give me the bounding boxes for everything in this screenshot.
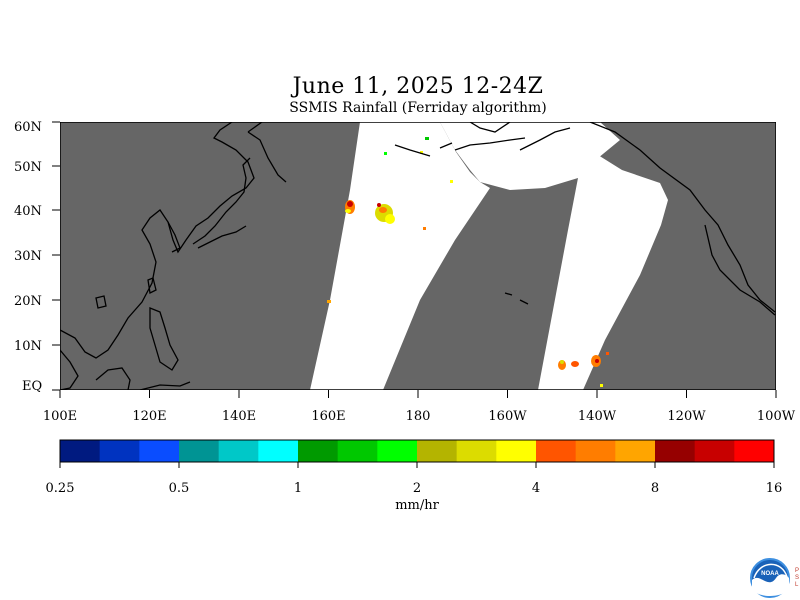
lat-tick-label: 50N [14,160,42,175]
coastline-japan [192,157,251,249]
colorbar-swatch [179,440,220,462]
coastline-alaska-peninsula [454,127,571,151]
no-data-swath-west [310,122,490,390]
lon-tick-label: 100W [757,409,796,424]
rain-patch [377,203,381,207]
lon-tick-label: 120W [667,409,706,424]
rain-patch [345,209,351,213]
colorbar-swatch [377,440,418,462]
no-data-swath-east [440,122,668,390]
coastline-korea [167,221,181,253]
colorbar-swatches [60,440,775,462]
coastline-hawaii [504,292,529,305]
colorbar-swatch [575,440,616,462]
coastlines [60,122,776,390]
colorbar-swatch [734,440,775,462]
rain-patch [423,227,426,230]
colorbar-swatch [655,440,696,462]
coastline-taiwan [147,277,157,294]
coastline-aleutians [394,142,453,157]
lon-tick-label: 120E [132,409,166,424]
lon-tick-label: 140E [222,409,256,424]
coastline-alaska [589,122,776,313]
rain-patch [606,352,609,355]
colorbar-swatch [694,440,735,462]
coastline-hainan [95,295,107,309]
lat-tick-label: EQ [22,379,42,394]
colorbar-swatch [615,440,656,462]
lon-axis: 100E 120E 140E 160E 180 160W 140W 120W 1… [43,390,796,424]
coastline-mexico [704,224,776,316]
lon-tick-label: 140W [578,409,617,424]
rain-patch [347,201,353,207]
colorbar-swatch [258,440,299,462]
lat-tick-label: 40N [14,204,42,219]
lat-tick-label: 30N [14,249,42,264]
no-data-swath-north [520,122,620,175]
map-panel [60,122,776,390]
colorbar-swatch [298,440,339,462]
logo-side-text: P S L [795,568,800,588]
map-subtitle: SSMIS Rainfall (Ferriday algorithm) [289,100,547,116]
rain-patch [385,214,395,224]
rain-patch [420,151,423,154]
noaa-logo-icon: NOAA P S L [750,558,800,598]
lat-tick-label: 60N [14,120,42,135]
colorbar: 0.25 0.5 1 2 4 8 16 mm/hr [46,439,783,513]
colorbar-swatch [99,440,140,462]
colorbar-ticks [59,462,775,468]
rain-patch [379,207,387,213]
lon-tick-label: 180 [406,409,431,424]
rain-patch [425,137,429,140]
colorbar-swatch [417,440,458,462]
rain-patch [558,360,566,370]
colorbar-tick-label: 0.5 [169,481,190,496]
colorbar-swatch [218,440,259,462]
lat-axis: 60N 50N 40N 30N 20N 10N EQ [14,120,60,394]
coastline-new-guinea [139,381,191,390]
lon-tick-label: 100E [43,409,77,424]
coastline-asia-mainland [60,122,255,359]
coastline-kamchatka [247,122,287,183]
colorbar-tick-label: 1 [294,481,302,496]
logo-text: NOAA [761,571,779,577]
coastline-borneo [95,367,131,390]
lon-tick-label: 160E [311,409,345,424]
lat-tick-label: 10N [14,339,42,354]
lat-tick-label: 20N [14,294,42,309]
map-title: June 11, 2025 12-24Z [292,74,544,99]
colorbar-swatch [60,440,101,462]
colorbar-tick-label: 8 [651,481,659,496]
colorbar-swatch [139,440,180,462]
colorbar-tick-label: 0.25 [46,481,75,496]
colorbar-tick-label: 2 [413,481,421,496]
coastline-bering [469,122,511,133]
rain-patch [327,300,331,303]
colorbar-tick-label: 4 [532,481,540,496]
rain-patch [450,180,453,183]
colorbar-swatch [496,440,537,462]
rain-patches [327,137,609,387]
rain-patch [595,359,599,363]
lon-tick-label: 160W [488,409,527,424]
colorbar-swatch [456,440,497,462]
coastline-philippines [149,307,179,371]
colorbar-unit-label: mm/hr [395,498,439,513]
rain-patch [384,152,387,155]
colorbar-tick-label: 16 [766,481,783,496]
colorbar-swatch [536,440,577,462]
logo-side-letter: S [795,575,799,581]
coastline-indochina [60,349,79,390]
logo-side-letter: L [795,582,799,588]
colorbar-swatch [337,440,378,462]
rain-patch [600,384,603,387]
rain-patch [560,360,564,364]
rain-patch [571,361,579,367]
logo-side-letter: P [795,568,799,574]
